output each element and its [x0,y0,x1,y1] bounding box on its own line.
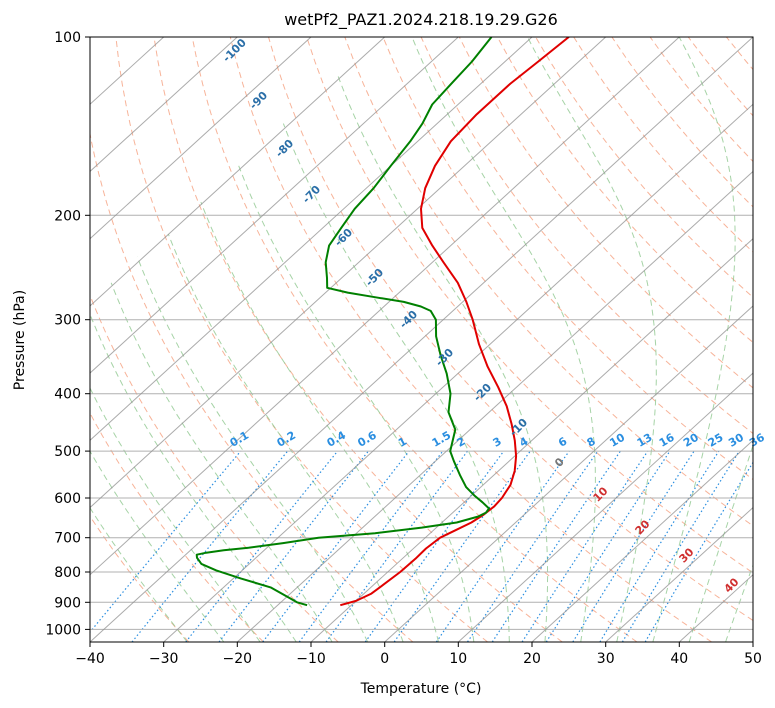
dry-adiabat [90,515,190,642]
skewed-isotherm [90,37,312,240]
y-tick-label: 400 [54,387,81,403]
moist-adiabat [238,165,475,642]
skewed-isotherm [310,237,753,642]
mixing-ratio-line [131,450,289,642]
mixing-ratio-line [262,450,410,642]
skewed-isotherm [457,372,753,642]
x-tick-label: 50 [744,651,762,667]
moist-adiabat [688,444,753,642]
mixing-ratio-line [545,450,671,642]
mixing-ratio-line [435,450,570,642]
skewed-isotherm [90,37,459,374]
skewed-isotherm [90,37,680,576]
y-tick-label: 700 [54,531,81,547]
skewed-isotherm [605,506,753,642]
dry-adiabats [90,37,753,642]
y-tick-label: 1000 [45,622,81,638]
mixing-ratio-line [466,450,599,642]
moist-adiabat [652,37,736,642]
x-tick-label: 30 [597,651,615,667]
y-tick-label: 500 [54,444,81,460]
x-tick-label: 10 [449,651,467,667]
dewpoint-profile [195,37,493,607]
x-tick-label: −40 [75,651,105,667]
mixing-ratio-line [185,450,339,642]
sounding-profiles [195,37,570,607]
x-axis-title: Temperature (°C) [360,681,482,697]
dry-adiabat [382,37,753,481]
pressure-gridlines [90,37,753,630]
y-tick-label: 300 [54,313,81,329]
moist-adiabat [200,201,439,642]
moist-adiabat [725,563,753,642]
dry-adiabat [191,37,638,642]
y-tick-label: 200 [54,208,81,224]
dry-adiabat [535,37,753,298]
skewed-isotherm [90,37,753,642]
y-tick-label: 900 [54,595,81,611]
mixing-ratio-line [325,450,468,642]
dry-adiabat [268,37,753,622]
x-tick-label: 0 [380,651,389,667]
y-tick-label: 100 [54,30,81,46]
dry-adiabat [115,37,488,642]
x-tick-label: −30 [149,651,179,667]
mixing-ratio-lines [90,450,753,642]
mixing-ratio-line [90,450,242,633]
dry-adiabat [153,37,563,642]
mixing-ratio-line [491,450,621,642]
skewed-isotherm [90,37,607,509]
moist-adiabat [90,450,225,642]
mixing-ratio-line [521,450,649,642]
y-tick-label: 600 [54,491,81,507]
skewed-isotherm [384,305,753,642]
dry-adiabat [90,412,264,642]
temperature-profile [340,37,570,607]
mixing-ratio-line [621,450,740,642]
x-tick-label: −20 [223,651,253,667]
axes: −40 −30 −20 −10 0 10 20 30 40 50 100 200 300 400 500 60… [45,30,762,667]
moist-adiabat [110,282,333,642]
x-tick-label: 20 [523,651,541,667]
mixing-ratio-line [298,450,444,642]
dry-adiabat [90,131,414,642]
x-tick-label: 40 [670,651,688,667]
skewed-isotherm [163,103,753,642]
y-axis-title: Pressure (hPa) [12,290,28,390]
skewed-isotherm [90,37,386,307]
dry-adiabat [496,37,753,344]
skewed-isotherm [90,37,238,173]
mixing-ratio-line [572,450,695,642]
skewed-isotherm [236,170,753,642]
chart-title: wetPf2_PAZ1.2024.218.19.29.G26 [284,10,558,30]
plot-frame [89,36,754,643]
mixing-ratio-line [364,450,505,642]
skewed-isotherm [531,439,753,642]
skewed-isotherms [90,37,753,642]
skewed-isotherm [90,37,533,442]
dry-adiabat [306,37,753,574]
moist-adiabat [411,37,596,642]
y-tick-label: 800 [54,565,81,581]
x-tick-label: −10 [296,651,326,667]
